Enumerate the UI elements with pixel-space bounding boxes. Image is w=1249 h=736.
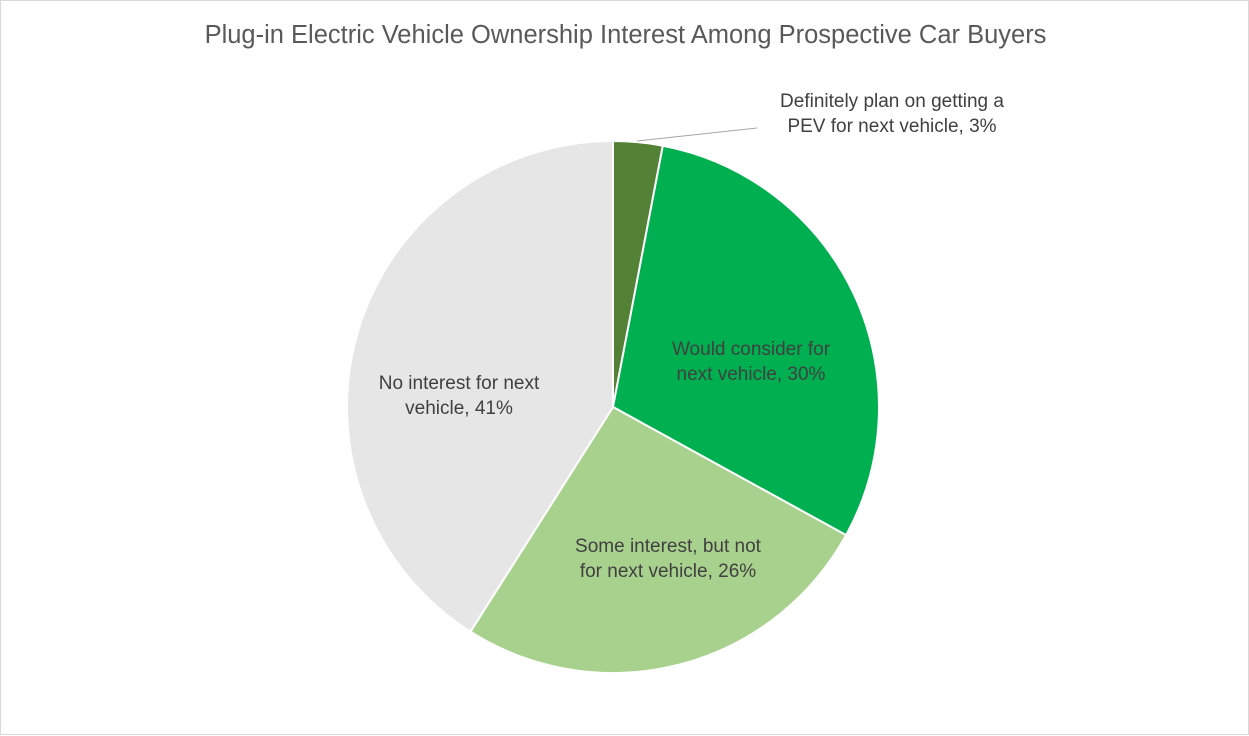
data-label-2: Would consider for next vehicle, 30% xyxy=(672,339,831,385)
data-label-1: Definitely plan on getting a PEV for next… xyxy=(780,91,1004,137)
pie-slice-2 xyxy=(611,144,880,537)
chart-title: Plug-in Electric Vehicle Ownership Inter… xyxy=(204,21,1047,49)
data-label-line: vehicle, 41% xyxy=(405,398,513,419)
data-label-line: PEV for next vehicle, 3% xyxy=(787,116,996,137)
data-label-line: Definitely plan on getting a xyxy=(780,91,1004,112)
pie-slice-4 xyxy=(346,139,614,633)
data-label-line: for next vehicle, 26% xyxy=(580,561,756,582)
data-label-3: Some interest, but not for next vehicle, … xyxy=(575,536,762,582)
data-label-line: Would consider for xyxy=(672,339,831,360)
data-label-line: next vehicle, 30% xyxy=(677,364,826,385)
leader-line xyxy=(636,127,758,142)
data-label-4: No interest for next vehicle, 41% xyxy=(379,373,540,419)
data-label-line: Some interest, but not xyxy=(575,536,762,557)
pie-slice-3 xyxy=(469,405,848,674)
data-label-line: No interest for next xyxy=(379,373,540,394)
